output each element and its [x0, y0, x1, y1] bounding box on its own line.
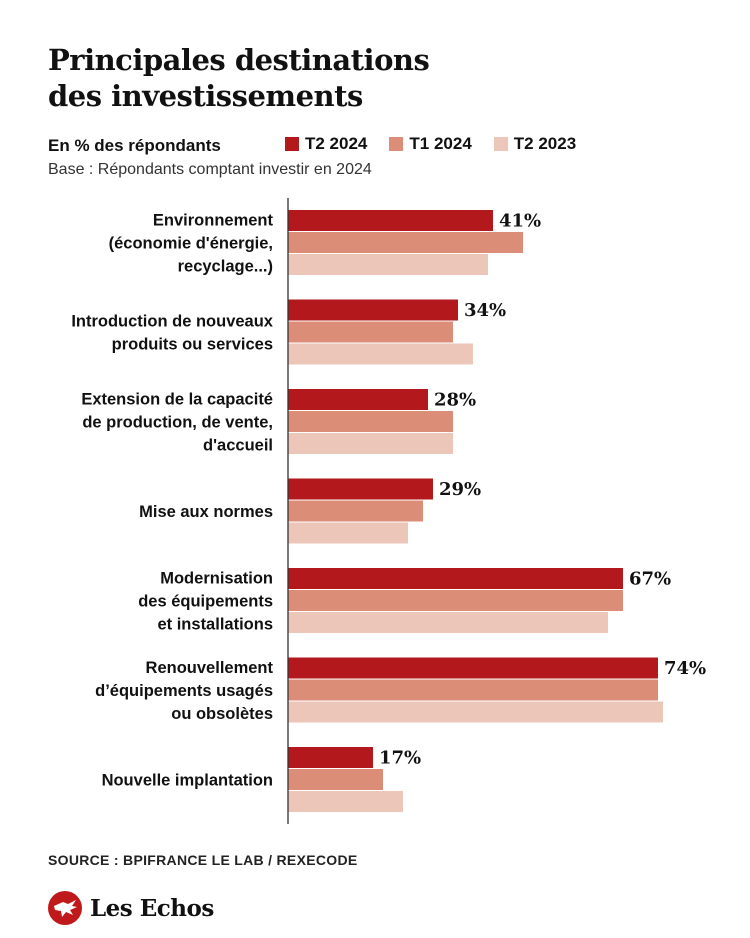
category-label-2: Extension de la capacité de production, d… [81, 391, 273, 455]
category-label-4-line-1: des équipements [138, 593, 273, 611]
legend-item-t1-2024: T1 2024 [389, 134, 472, 154]
data-label-4: 67% [629, 569, 671, 590]
legend-item-t2-2023: T2 2023 [493, 134, 577, 154]
chart-title-line-2: des investissements [48, 79, 363, 113]
category-label-5-line-1: d’équipements usagés [95, 682, 273, 700]
data-label-2: 28% [434, 390, 476, 411]
brand-logo: Les Echos [48, 891, 214, 925]
category-label-0-line-2: recyclage...) [178, 258, 273, 276]
category-label-2-line-0: Extension de la capacité [81, 391, 273, 409]
bar-t1-2024-6 [288, 769, 383, 790]
legend-swatch-t1-2024 [389, 137, 404, 151]
data-label-6: 17% [379, 748, 421, 769]
category-label-0-line-1: (économie d'énergie, [109, 235, 273, 253]
category-label-5-line-2: ou obsolètes [171, 705, 273, 723]
source-note: SOURCE : BPIFRANCE LE LAB / REXECODE [48, 852, 358, 868]
category-label-0: Environnement (économie d'énergie, recycla… [109, 212, 274, 276]
category-label-5-line-0: Renouvellement [146, 659, 274, 677]
unit-label: En % des répondants [48, 136, 221, 155]
bar-t2-2024-2 [288, 389, 428, 410]
legend-item-t2-2024: T2 2024 [285, 134, 367, 154]
bar-chart: 41% Environnement (économie d'énergie, recy… [71, 198, 706, 824]
category-label-5: Renouvellement d’équipements usagés ou obs… [95, 659, 273, 723]
data-label-5: 74% [664, 658, 706, 679]
bar-t1-2024-1 [288, 321, 453, 343]
bar-t2-2024-4 [288, 568, 623, 589]
legend-label-t1-2024: T1 2024 [409, 134, 472, 153]
category-label-1: Introduction de nouveaux produits ou serv… [71, 313, 273, 354]
category-label-4: Modernisation des équipements et installat… [138, 570, 273, 634]
bar-t2-2023-2 [288, 433, 453, 454]
chart-title: Principales destinations des investissem… [48, 42, 430, 114]
category-label-1-line-1: produits ou services [112, 336, 273, 354]
legend: T2 2024 T1 2024 T2 2023 [285, 134, 576, 154]
bar-t1-2024-4 [288, 590, 623, 611]
bar-t2-2023-6 [288, 791, 403, 812]
category-label-3-line-0: Mise aux normes [139, 503, 273, 521]
category-label-1-line-0: Introduction de nouveaux [71, 313, 273, 331]
bar-t2-2023-3 [288, 522, 408, 544]
category-label-4-line-2: et installations [157, 616, 273, 634]
category-label-2-line-2: d'accueil [203, 437, 273, 455]
bar-t2-2024-1 [288, 299, 458, 321]
category-label-0-line-0: Environnement [153, 212, 274, 230]
legend-swatch-t2-2023 [493, 137, 508, 151]
bar-t1-2024-3 [288, 500, 423, 522]
bar-t2-2024-0 [288, 210, 493, 231]
bar-t2-2024-5 [288, 657, 658, 679]
legend-label-t2-2023: T2 2023 [513, 134, 577, 153]
bar-t1-2024-5 [288, 679, 658, 701]
data-label-3: 29% [439, 479, 481, 500]
chart-title-line-1: Principales destinations [48, 43, 430, 77]
category-label-3: Mise aux normes [139, 503, 273, 521]
base-note: Base : Répondants comptant investir en 2… [48, 161, 372, 178]
bar-t1-2024-2 [288, 411, 453, 432]
category-label-6: Nouvelle implantation [102, 772, 273, 790]
category-label-6-line-0: Nouvelle implantation [102, 772, 273, 790]
les-echos-eagle-logo-icon [48, 891, 82, 925]
brand-name: Les Echos [90, 894, 214, 922]
bar-t2-2023-1 [288, 343, 473, 365]
bar-t2-2024-6 [288, 747, 373, 768]
bar-t2-2023-4 [288, 612, 608, 633]
legend-label-t2-2024: T2 2024 [305, 134, 368, 153]
bar-t2-2023-0 [288, 254, 488, 275]
category-label-4-line-0: Modernisation [160, 570, 273, 588]
bar-t2-2024-3 [288, 478, 433, 500]
bar-t1-2024-0 [288, 232, 523, 253]
legend-swatch-t2-2024 [285, 137, 299, 151]
bar-t2-2023-5 [288, 701, 663, 723]
data-label-0: 41% [499, 211, 541, 232]
data-label-1: 34% [464, 300, 506, 321]
category-label-2-line-1: de production, de vente, [82, 414, 273, 432]
